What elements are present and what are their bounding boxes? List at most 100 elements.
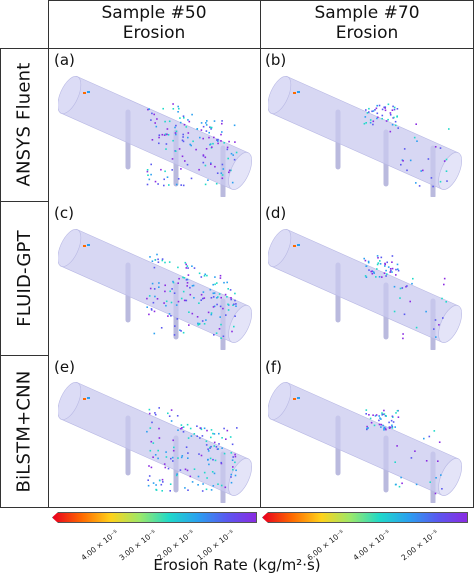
erosion-speck [165, 304, 167, 307]
erosion-speck [177, 266, 179, 269]
erosion-speck [221, 120, 223, 122]
erosion-speck [434, 492, 437, 495]
erosion-speck [433, 328, 435, 330]
erosion-speck [384, 107, 386, 109]
erosion-speck [384, 109, 387, 112]
erosion-speck [190, 177, 193, 180]
erosion-speck [364, 259, 367, 262]
erosion-speck [372, 414, 374, 416]
erosion-speck [232, 466, 234, 468]
erosion-speck [386, 261, 388, 264]
erosion-speck [380, 423, 383, 426]
erosion-speck [151, 421, 153, 424]
pipe-body [268, 381, 462, 496]
erosion-speck [210, 429, 213, 431]
pipe-render-a [58, 75, 252, 197]
erosion-speck [189, 143, 191, 146]
erosion-speck [389, 268, 392, 270]
erosion-speck [216, 282, 218, 284]
erosion-speck [418, 185, 421, 187]
erosion-speck [420, 170, 422, 172]
erosion-speck [383, 413, 386, 415]
erosion-speck [161, 133, 164, 136]
erosion-speck [412, 277, 414, 280]
erosion-speck [183, 123, 186, 126]
erosion-speck [185, 446, 188, 448]
erosion-speck [213, 292, 216, 294]
erosion-speck [413, 136, 416, 139]
erosion-speck [382, 424, 384, 427]
erosion-speck [182, 431, 185, 433]
erosion-speck [399, 287, 402, 290]
erosion-speck [171, 158, 174, 160]
erosion-speck [146, 430, 148, 433]
erosion-speck [211, 146, 213, 148]
erosion-speck [186, 163, 189, 166]
erosion-speck [383, 429, 385, 431]
erosion-speck [378, 104, 381, 107]
erosion-speck [216, 172, 219, 174]
erosion-speck [186, 469, 189, 472]
erosion-speck [152, 482, 155, 484]
erosion-speck [210, 128, 212, 130]
erosion-speck [219, 316, 221, 318]
erosion-speck [182, 426, 185, 428]
erosion-speck [174, 150, 177, 152]
erosion-speck [188, 120, 191, 123]
erosion-speck [168, 120, 171, 123]
erosion-speck [183, 277, 186, 279]
erosion-hotspot [297, 397, 300, 399]
erosion-speck [400, 476, 402, 479]
erosion-speck [415, 182, 417, 184]
erosion-speck [182, 133, 184, 136]
erosion-speck [208, 463, 210, 466]
erosion-speck [430, 177, 433, 179]
erosion-speck [377, 257, 379, 259]
erosion-speck [383, 106, 385, 109]
erosion-speck [425, 310, 427, 313]
erosion-speck [224, 293, 227, 296]
erosion-speck [230, 298, 232, 301]
erosion-speck [153, 113, 155, 116]
erosion-speck [214, 276, 216, 278]
erosion-speck [230, 152, 233, 155]
erosion-speck [171, 169, 173, 171]
erosion-speck [205, 148, 208, 150]
erosion-speck [391, 123, 394, 126]
erosion-speck [222, 307, 224, 310]
erosion-speck [155, 484, 157, 486]
erosion-speck [213, 472, 216, 475]
erosion-speck [164, 290, 166, 293]
erosion-speck [226, 148, 229, 151]
erosion-speck [173, 334, 176, 336]
erosion-speck [369, 417, 372, 420]
erosion-speck [207, 311, 210, 314]
erosion-speck [429, 481, 431, 483]
erosion-speck [366, 425, 368, 428]
erosion-speck [150, 173, 152, 176]
erosion-speck [182, 115, 185, 117]
pipe-body [58, 381, 252, 496]
erosion-speck [160, 483, 163, 486]
erosion-speck [172, 108, 175, 110]
erosion-speck [161, 259, 164, 262]
erosion-speck [221, 163, 224, 166]
erosion-speck [165, 143, 168, 145]
erosion-speck [395, 274, 397, 276]
erosion-speck [230, 481, 233, 484]
erosion-speck [230, 473, 233, 476]
erosion-speck [364, 116, 367, 118]
erosion-hotspot [293, 398, 296, 400]
erosion-speck [215, 446, 218, 448]
erosion-speck [172, 449, 175, 452]
erosion-speck [384, 265, 386, 267]
erosion-speck [195, 148, 197, 151]
erosion-speck [374, 415, 377, 417]
erosion-speck [371, 272, 374, 275]
erosion-speck [435, 336, 437, 338]
erosion-speck [392, 421, 395, 423]
erosion-speck [202, 125, 205, 128]
erosion-speck [171, 288, 173, 290]
erosion-speck [189, 286, 191, 289]
erosion-speck [213, 433, 216, 435]
